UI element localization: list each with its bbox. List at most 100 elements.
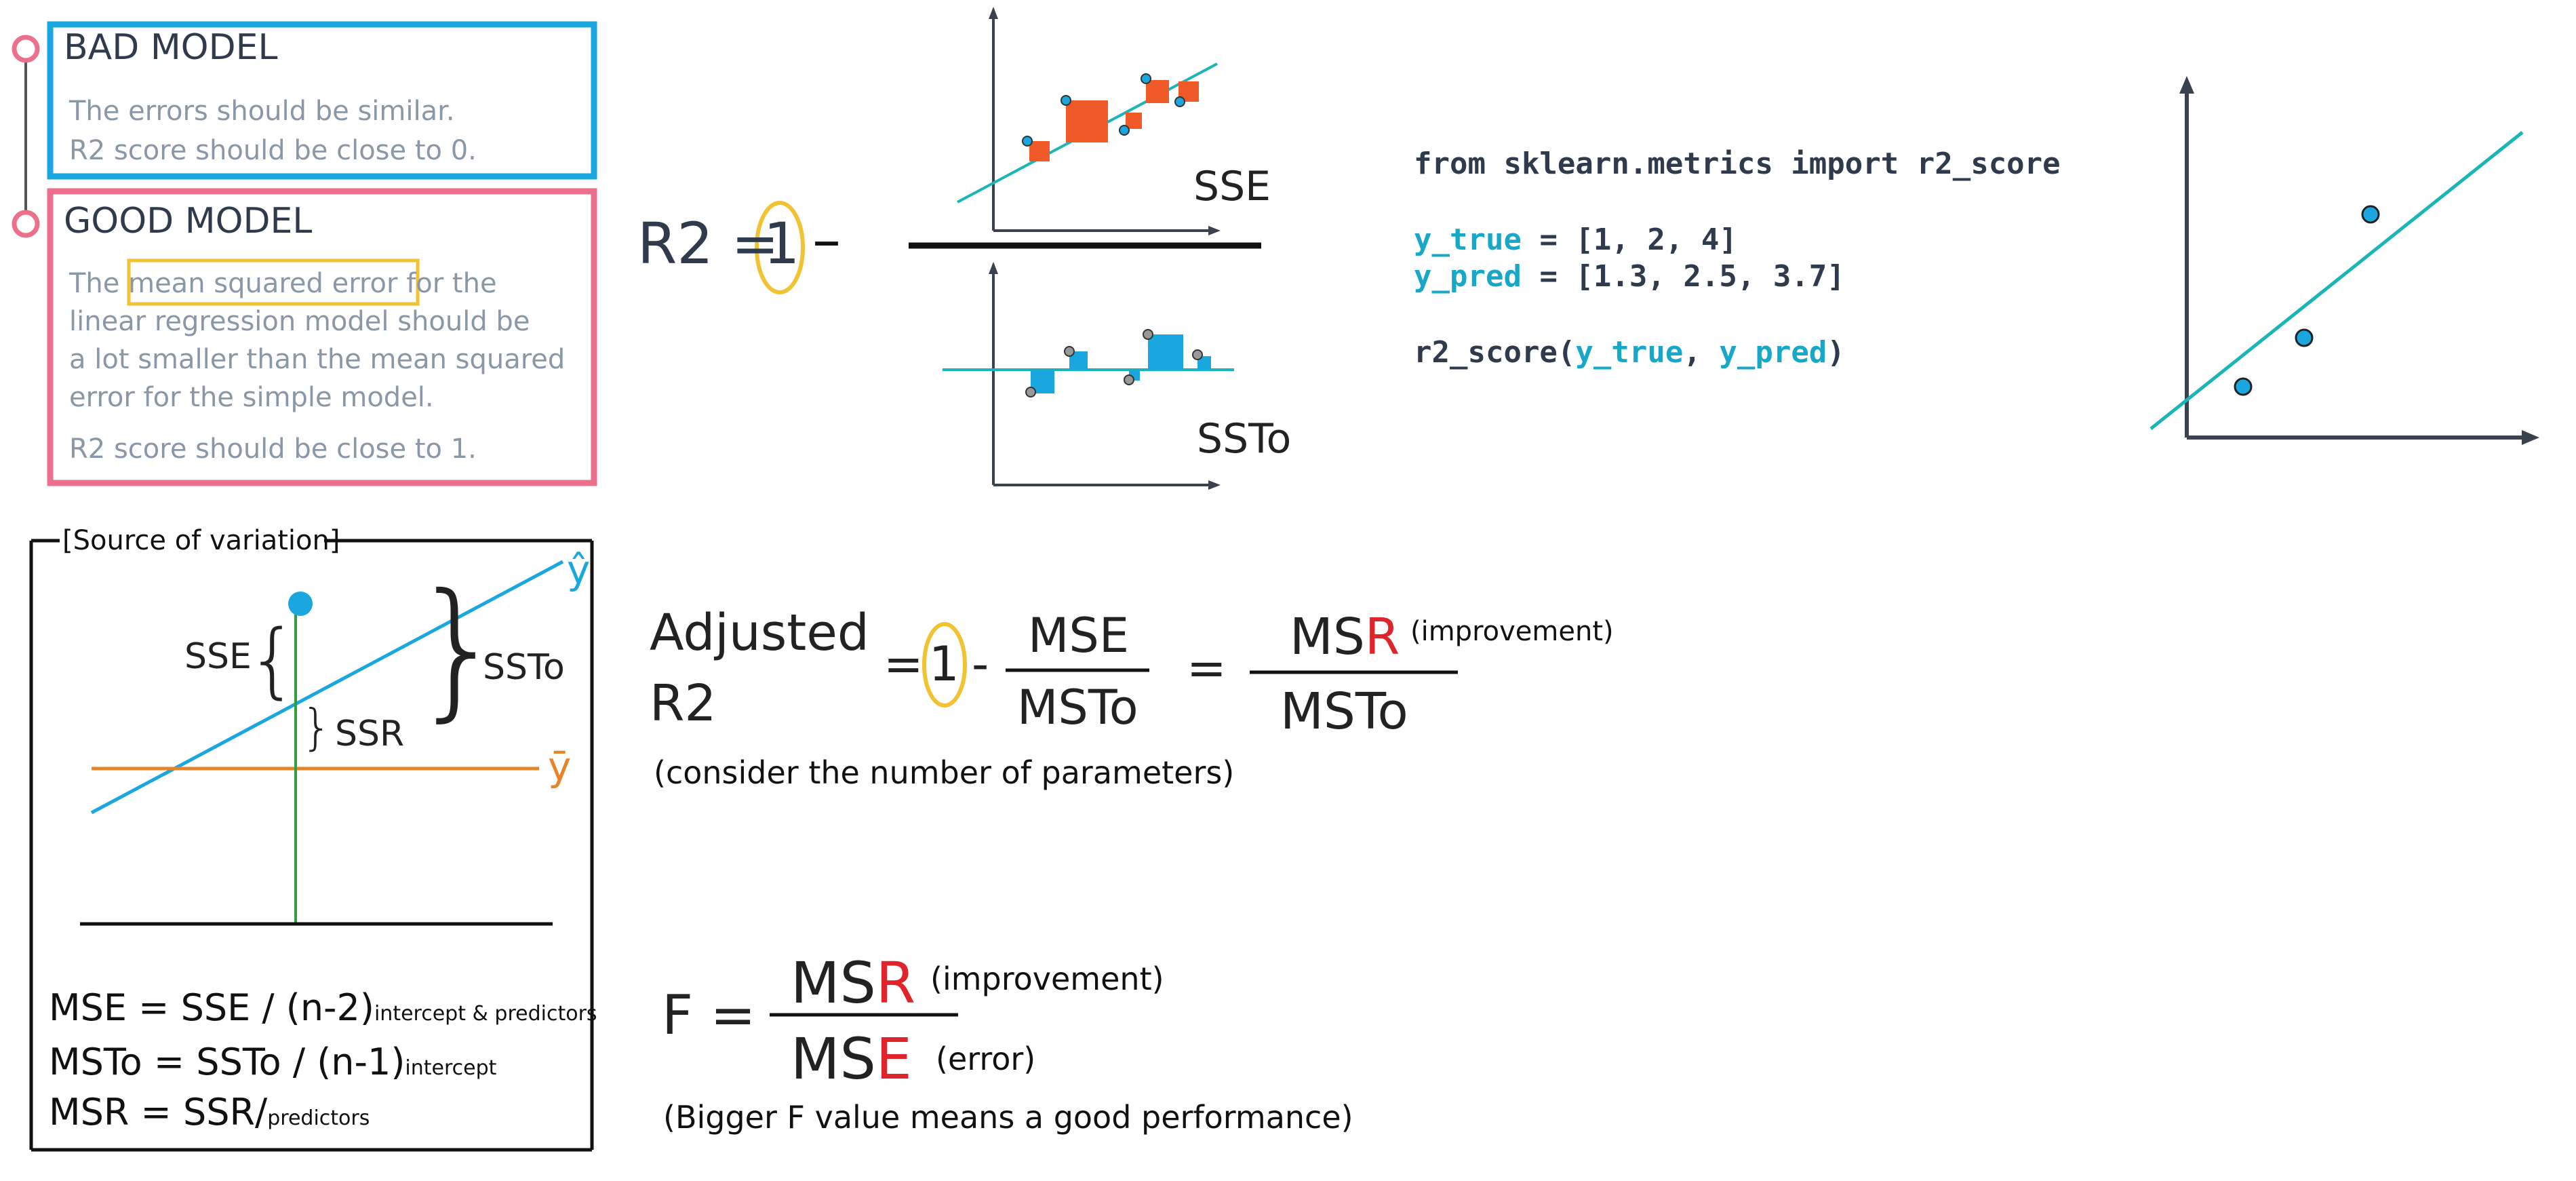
adjusted-label-1: Adjusted (650, 604, 869, 662)
adjusted-msr-r: R (1364, 608, 1400, 666)
sse-brace: { (247, 613, 299, 708)
sse-square (1146, 80, 1169, 103)
f-den-ms: MS (791, 1026, 876, 1092)
code-call-line: r2_score(y_true, y_pred) (1414, 335, 1845, 370)
code-text: ) (1827, 335, 1845, 370)
observed-point (288, 592, 313, 616)
variation-frame (29, 539, 594, 1152)
regression-line (2149, 131, 2524, 430)
f-note: (Bigger F value means a good performance… (663, 1099, 1353, 1136)
f-num-r: R (875, 950, 916, 1016)
var-ssr-label: SSR (335, 714, 405, 754)
ssto-point (1025, 387, 1036, 398)
code-y-true-line: y_true = [1, 2, 4] (1414, 222, 1737, 257)
sse-point (1022, 136, 1033, 147)
r2-one: 1 (764, 210, 800, 277)
mse-def-sub: intercept & predictors (374, 1002, 597, 1026)
adjusted-msto-2: MSTo (1280, 682, 1408, 741)
sse-square (1029, 141, 1050, 161)
f-lhs: F = (662, 984, 756, 1047)
one-circle-adjusted (922, 622, 967, 708)
adjusted-eq-2: = (1187, 640, 1227, 696)
adjusted-one: 1 (929, 636, 959, 692)
f-den-note: (error) (936, 1041, 1036, 1077)
sse-point (1119, 125, 1130, 136)
f-num-note: (improvement) (930, 961, 1164, 997)
variation-legend: [Source of variation] (62, 525, 340, 556)
ssto-brace: } (411, 562, 506, 735)
mse-def-main: MSE = SSE / (n-2) (49, 986, 374, 1029)
ssto-square (1197, 356, 1211, 370)
sse-point (1174, 96, 1185, 107)
bad-model-title: BAD MODEL (64, 27, 278, 68)
code-y-pred-line: y_pred = [1.3, 2.5, 3.7] (1414, 259, 1845, 294)
adjusted-label-2: R2 (650, 674, 717, 733)
sse-mini-plot (957, 7, 1221, 235)
timeline-dot-bad (12, 35, 40, 63)
f-den-e: E (875, 1026, 912, 1092)
r2-minus: – (812, 206, 841, 273)
timeline-dot-good (12, 210, 40, 238)
variation-diagram (80, 560, 564, 926)
good-model-title: GOOD MODEL (64, 201, 313, 241)
yhat-line (90, 560, 564, 815)
msto-def-sub: intercept (405, 1056, 497, 1080)
bad-model-line1: The errors should be similar. (69, 96, 455, 127)
code-var: y_pred (1719, 335, 1827, 370)
sse-point (1061, 95, 1071, 106)
ssto-square (1148, 334, 1183, 370)
ssr-brace: } (301, 699, 332, 756)
ybar-label: ȳ (548, 743, 572, 790)
code-import-line: from sklearn.metrics import r2_score (1414, 147, 2061, 181)
var-ssto-label: SSTo (483, 647, 565, 688)
regression-point (2361, 205, 2380, 224)
good-model-line1: The mean squared error for the (69, 265, 497, 303)
regression-point (2295, 328, 2314, 347)
adjusted-mse: MSE (1028, 608, 1130, 663)
good-model-line2: linear regression model should be (69, 306, 530, 337)
code-var: y_pred (1414, 259, 1522, 294)
code-text: , (1683, 335, 1720, 370)
ssto-label: SSTo (1197, 415, 1292, 463)
code-var: y_true (1414, 222, 1522, 257)
regression-plot (2149, 76, 2539, 445)
adjusted-note: (consider the number of parameters) (654, 754, 1235, 791)
bad-model-box (47, 21, 597, 180)
good-model-box (47, 188, 597, 486)
sse-square (1126, 113, 1142, 129)
adjusted-msr: MSR (1290, 608, 1400, 666)
mse-highlight-text: mean squared error (128, 268, 398, 299)
msto-definition: MSTo = SSTo / (n-1)intercept (49, 1041, 496, 1083)
var-sse-label: SSE (184, 636, 252, 677)
msr-definition: MSR = SSR/predictors (49, 1091, 370, 1134)
mse-definition: MSE = SSE / (n-2)intercept & predictors (49, 986, 597, 1029)
regression-point (2234, 377, 2253, 396)
code-text: = [1.3, 2.5, 3.7] (1521, 259, 1845, 294)
one-circle-r2 (755, 201, 805, 294)
ssto-point (1064, 346, 1075, 357)
yhat-label: ŷ (567, 547, 591, 593)
ssto-point (1143, 329, 1153, 340)
code-text: = [1, 2, 4] (1521, 222, 1737, 257)
msr-def-sub: predictors (267, 1106, 370, 1130)
sse-point (1141, 73, 1151, 84)
adjusted-msto: MSTo (1017, 680, 1138, 735)
msto-def-main: MSTo = SSTo / (n-1) (49, 1041, 405, 1083)
msr-def-main: MSR = SSR/ (49, 1091, 268, 1134)
adjusted-improvement: (improvement) (1410, 616, 1614, 647)
adjusted-msr-ms: MS (1290, 608, 1365, 666)
f-num-ms: MS (791, 950, 876, 1016)
ssto-point (1124, 374, 1134, 385)
sse-label: SSE (1193, 163, 1271, 210)
adjusted-minus: - (972, 636, 989, 692)
r2-lhs: R2 = (637, 210, 779, 277)
bad-model-line2: R2 score should be close to 0. (69, 135, 477, 166)
f-denominator: MSE (791, 1026, 912, 1092)
ssto-point (1192, 349, 1203, 360)
ssto-mini-plot (943, 262, 1234, 490)
good-model-line1-pre: The (69, 268, 129, 299)
good-model-line1-post: for the (397, 268, 497, 299)
code-var: y_true (1575, 335, 1684, 370)
good-model-line5: R2 score should be close to 1. (69, 433, 477, 465)
